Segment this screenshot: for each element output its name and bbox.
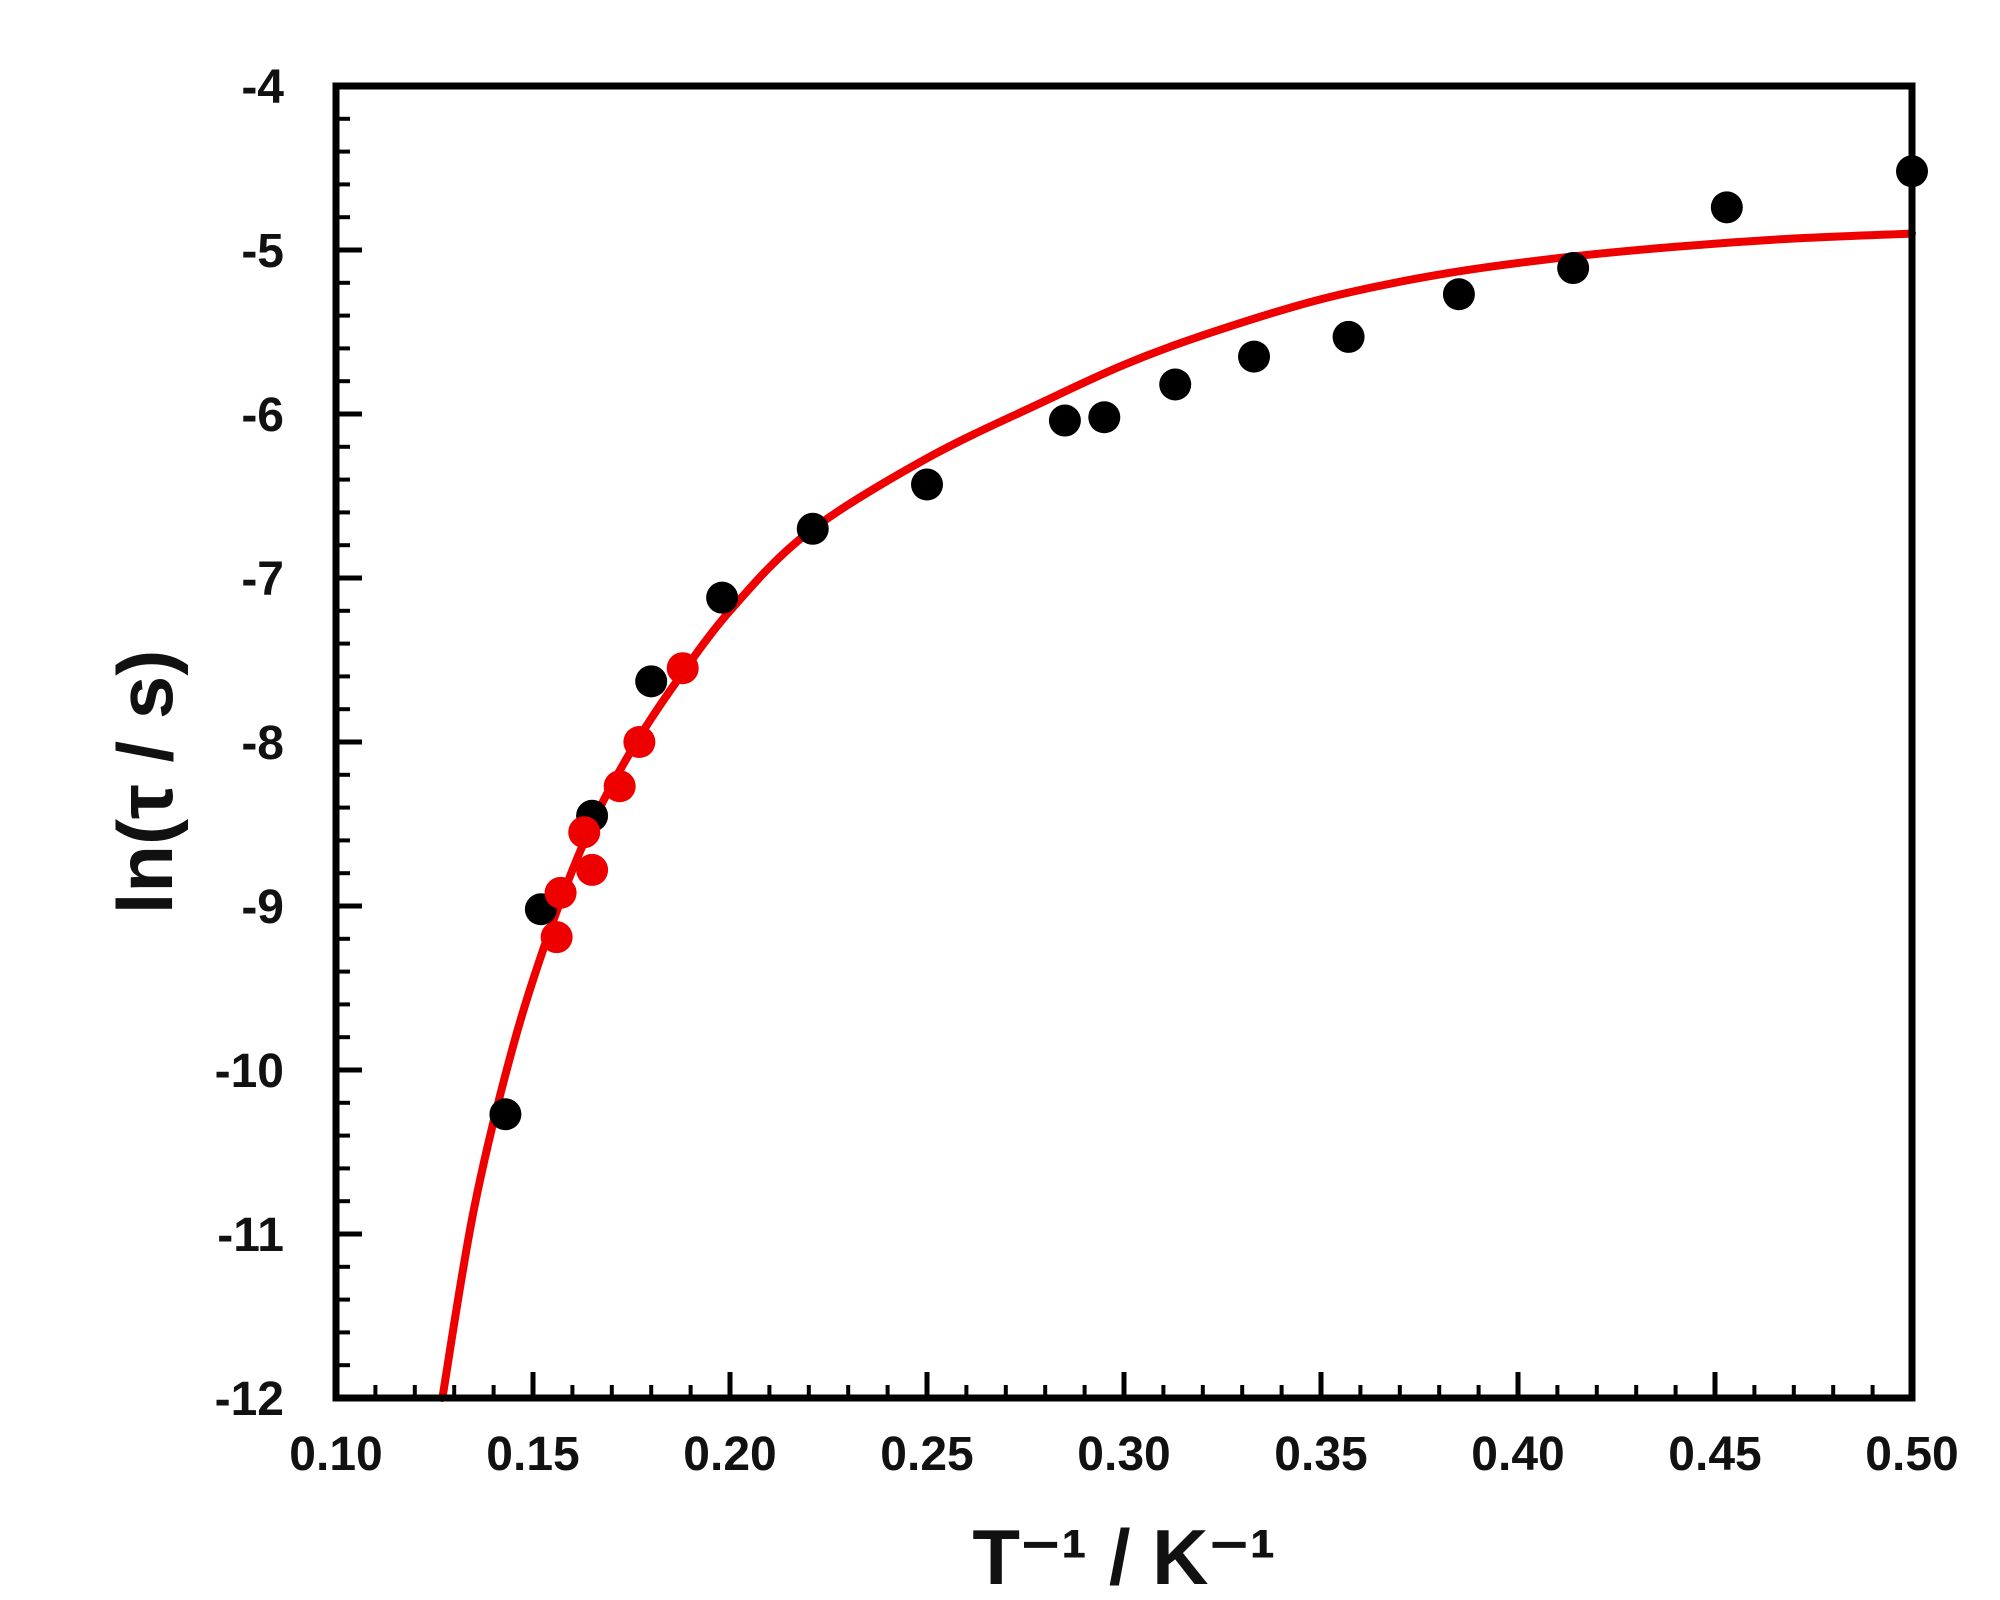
black-data-point [489, 1098, 522, 1131]
y-tick-label: -12 [215, 1373, 284, 1426]
y-axis-title: ln(τ / s) [101, 650, 189, 914]
black-data-point [1710, 191, 1743, 224]
y-tick-label: -9 [241, 881, 284, 934]
y-tick-label: -8 [241, 717, 284, 770]
black-data-point [635, 665, 668, 698]
data-points-layer [489, 155, 1928, 1131]
y-tick-label: -4 [241, 61, 284, 114]
y-tick-label: -11 [217, 1209, 284, 1262]
plot-frame [332, 82, 1916, 1402]
major-ticks [333, 83, 1915, 1401]
y-tick-labels: -4 -5 -6 -7 -8 -9 -10 -11 -12 [215, 61, 285, 1426]
fit-curve-layer [438, 229, 1916, 1402]
y-tick-label: -10 [215, 1045, 284, 1098]
x-tick-label: 0.10 [289, 1428, 382, 1481]
y-tick-label: -6 [241, 389, 284, 442]
black-data-point [1557, 252, 1590, 285]
x-tick-label: 0.30 [1077, 1428, 1170, 1481]
x-tick-labels: 0.10 0.15 0.20 0.25 0.30 0.35 0.40 0.45 0.50 [289, 1428, 1958, 1481]
y-tick-label: -5 [241, 225, 284, 278]
black-data-point [1238, 340, 1271, 373]
black-data-point [1332, 320, 1365, 353]
x-axis-title: T⁻¹ / K⁻¹ [972, 1513, 1275, 1600]
x-tick-label: 0.15 [486, 1428, 579, 1481]
red-data-point [623, 726, 656, 758]
red-data-point [540, 921, 573, 954]
x-tick-label: 0.50 [1865, 1428, 1958, 1481]
red-data-point [603, 770, 636, 803]
red-data-point [544, 876, 577, 909]
fit-curve [438, 229, 1916, 1402]
x-tick-label: 0.35 [1274, 1428, 1367, 1481]
black-data-point [1442, 278, 1475, 311]
black-data-point [796, 512, 829, 545]
black-data-point [706, 581, 739, 614]
black-data-point [1159, 368, 1192, 401]
black-data-point [911, 468, 943, 501]
red-data-point [568, 816, 601, 849]
red-data-point [666, 652, 699, 685]
x-tick-label: 0.25 [880, 1428, 973, 1481]
black-data-point [1048, 404, 1081, 437]
y-tick-label: -7 [241, 553, 284, 606]
black-data-point [1088, 401, 1121, 434]
x-tick-label: 0.20 [683, 1428, 776, 1481]
x-tick-label: 0.45 [1668, 1428, 1761, 1481]
red-data-point [576, 853, 609, 886]
minor-ticks [336, 116, 1875, 1398]
x-tick-label: 0.40 [1471, 1428, 1564, 1481]
